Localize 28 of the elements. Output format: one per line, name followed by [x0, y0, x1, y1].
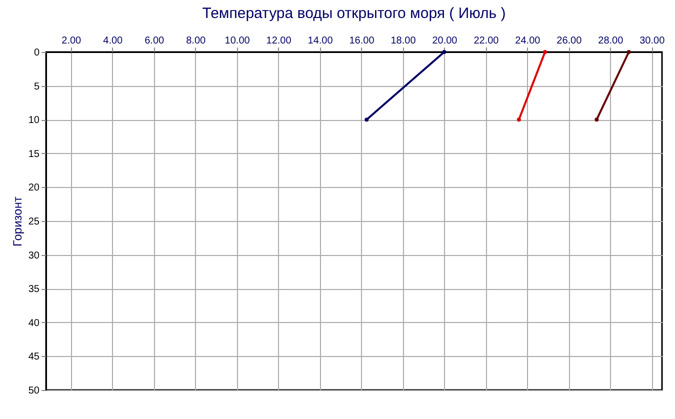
- x-tick-label: 26.00: [556, 36, 582, 46]
- x-tick-label: 16.00: [349, 36, 375, 46]
- y-tick-label: 5: [34, 81, 40, 92]
- x-tick-label: 30.00: [640, 36, 666, 46]
- y-tick-label: 20: [28, 182, 40, 194]
- y-tick-label: 50: [28, 386, 40, 396]
- x-tick-label: 6.00: [144, 36, 165, 46]
- x-tick-label: 18.00: [390, 36, 416, 46]
- x-tick-label: 24.00: [515, 36, 541, 46]
- y-tick-label: 40: [28, 318, 40, 329]
- y-tick-label: 0: [34, 48, 40, 58]
- x-tick-label: 10.00: [224, 36, 250, 46]
- x-tick-label: 28.00: [598, 36, 624, 46]
- x-tick-label: 4.00: [103, 36, 124, 46]
- x-tick-label: 20.00: [432, 36, 458, 46]
- x-tick-label: 8.00: [186, 36, 206, 46]
- y-tick-label: 45: [28, 352, 40, 363]
- y-tick-label: 35: [28, 284, 40, 296]
- y-tick-label: 25: [28, 216, 40, 228]
- y-tick-label: 30: [28, 250, 40, 262]
- x-tick-label: 22.00: [474, 36, 500, 46]
- x-tick-label: 14.00: [308, 36, 334, 46]
- y-axis-title: Горизонт: [10, 196, 24, 246]
- y-tick-label: 15: [28, 148, 40, 160]
- chart-title: Температура воды открытого моря ( Июль ): [202, 5, 506, 22]
- y-tick-label: 10: [28, 115, 40, 126]
- x-tick-label: 2.00: [62, 36, 82, 46]
- x-tick-label: 12.00: [266, 36, 292, 46]
